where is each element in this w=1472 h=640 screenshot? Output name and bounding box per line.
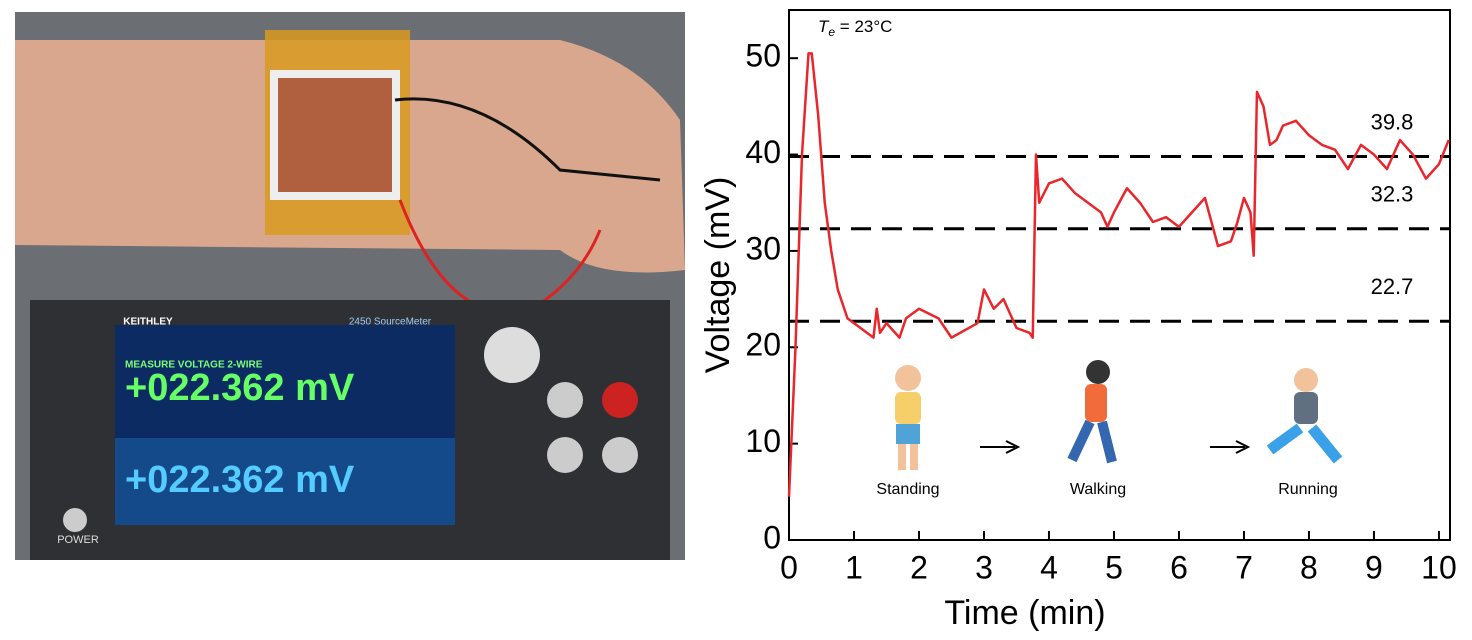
annotation-symbol: T (818, 17, 830, 36)
y-tick-label: 10 (745, 423, 781, 459)
x-tick-label: 1 (845, 549, 863, 585)
wire (394, 97, 661, 182)
terminal (547, 382, 583, 418)
y-tick-label: 0 (763, 519, 781, 555)
annotation-text: = 23°C (835, 17, 892, 36)
icons (895, 360, 1343, 470)
reference-label: 32.3 (1371, 182, 1414, 207)
y-tick-label: 40 (745, 134, 781, 170)
activity-label: Standing (876, 481, 939, 498)
x-tick-label: 7 (1235, 549, 1253, 585)
y-tick-label: 30 (745, 230, 781, 266)
x-tick-label: 5 (1105, 549, 1123, 585)
x-tick-label: 2 (910, 549, 928, 585)
reading: +022.362 mV (125, 367, 355, 409)
annotation-subscript: e (828, 25, 835, 39)
x-tick-label: 10 (1421, 549, 1457, 585)
reference-label: 22.7 (1371, 274, 1414, 299)
arrow (1210, 440, 1251, 454)
walking-icon (1067, 360, 1117, 464)
terminal (602, 382, 638, 418)
power-button (63, 508, 87, 532)
data-line (787, 52, 1450, 497)
plot-frame (788, 9, 1451, 541)
knob (484, 327, 540, 383)
device-array (278, 78, 392, 192)
model: 2450 SourceMeter (349, 317, 432, 328)
photo: KEITHLEY 2450 SourceMeter MEASURE VOLTAG… (15, 12, 685, 560)
x-tick-label: 6 (1170, 549, 1188, 585)
arrow (980, 440, 1021, 454)
annotation: Te = 23°C (818, 17, 892, 39)
activity-label: Running (1278, 481, 1338, 498)
running-icon (1266, 368, 1343, 464)
brand: KEITHLEY (123, 317, 173, 328)
y-tick-label: 20 (745, 327, 781, 363)
x-tick-label: 3 (975, 549, 993, 585)
y-tick-label: 50 (745, 38, 781, 74)
standing-icon (895, 365, 921, 470)
screen-source (115, 438, 455, 525)
x-tick-label: 4 (1040, 549, 1058, 585)
activity-label: Walking (1070, 481, 1126, 498)
source-reading: +022.362 mV (125, 459, 355, 501)
x-tick-label: 9 (1365, 549, 1383, 585)
x-tick-label: 0 (780, 549, 798, 585)
terminal (602, 437, 638, 473)
measure-label: MEASURE VOLTAGE 2-WIRE (125, 360, 263, 371)
power-label: POWER (57, 534, 99, 546)
x-axis-label: Time (min) (944, 594, 1105, 632)
y-axis-label: Voltage (mV) (699, 177, 737, 374)
reference-label: 39.8 (1371, 109, 1414, 134)
terminal (547, 437, 583, 473)
x-tick-label: 8 (1300, 549, 1318, 585)
